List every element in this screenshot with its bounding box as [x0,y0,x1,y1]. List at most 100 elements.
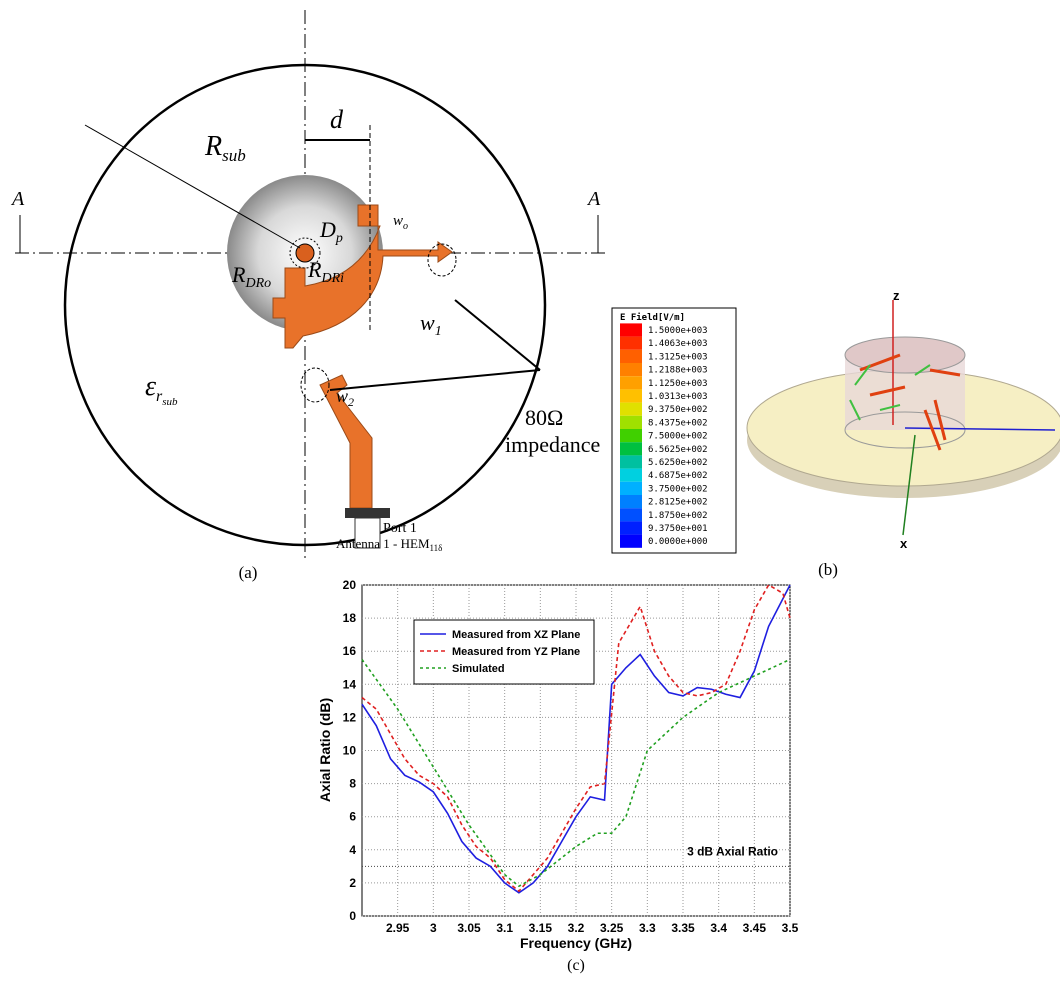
colorbar-label: 9.3750e+001 [648,524,708,534]
x-tick-label: 3.35 [671,921,695,935]
colorbar-label: 9.3750e+002 [648,405,708,415]
page: A A Rsub d Dp wo RDRo RDRi w1 w2 εrsub 8… [0,0,1060,981]
colorbar-label: 1.0313e+003 [648,392,708,402]
x-tick-label: 3.5 [782,921,799,935]
colorbar-label: 1.3125e+003 [648,352,708,362]
color-swatch [620,376,642,389]
color-swatch [620,455,642,468]
label: wo [393,213,408,232]
label: w2 [336,386,354,409]
y-tick-label: 6 [349,810,356,824]
connector [345,508,390,518]
x-axis-title: Frequency (GHz) [520,935,632,951]
x-tick-label: 3.3 [639,921,656,935]
label: 80Ω [525,405,563,430]
x-tick-label: 3.15 [529,921,553,935]
panel-a: A A Rsub d Dp wo RDRo RDRi w1 w2 εrsub 8… [10,10,605,582]
caption: (a) [239,563,258,582]
label-main: w [393,213,403,229]
label-main: R [231,262,246,287]
x-tick-label: 3.25 [600,921,624,935]
section-label: A [10,188,25,210]
color-swatch [620,469,642,482]
x-tick-label: 3.05 [457,921,481,935]
y-tick-label: 14 [343,677,357,691]
axis-label: z [893,288,900,303]
label-sub: DRo [244,276,271,291]
colorbar-label: 4.6875e+002 [648,471,708,481]
legend-label: Measured from XZ Plane [452,629,580,641]
x-tick-label: 3.2 [568,921,585,935]
colorbar-label: 0.0000e+000 [648,537,708,547]
color-swatch [620,337,642,350]
label-sub: DRi [320,271,344,286]
panel-b: E Field[V/m] z x (b) 1.5000e+003 1.4063e+… [612,288,1060,579]
label: εrsub [145,371,178,408]
colorbar-label: 1.1250e+003 [648,379,708,389]
colorbar-label: 8.4375e+002 [648,418,708,428]
color-swatch [620,508,642,521]
x-tick-label: 3.45 [743,921,767,935]
color-swatch [620,535,642,548]
label-main: Antenna 1 - HEM [336,536,430,551]
label: d [330,105,344,134]
y-tick-label: 10 [343,744,357,758]
axis-label: x [900,536,908,551]
colorbar-label: 3.7500e+002 [648,484,708,494]
x-tick-label: 3.4 [710,921,727,935]
y-tick-label: 0 [349,909,356,923]
colorbar-label: 1.8750e+002 [648,511,708,521]
color-swatch [620,495,642,508]
label-main: w [336,386,348,406]
x-tick-label: 2.95 [386,921,410,935]
y-tick-label: 2 [349,876,356,890]
x-tick-label: 3.1 [496,921,513,935]
y-tick-label: 4 [349,843,356,857]
color-swatch [620,403,642,416]
label-sub: sub [162,396,178,408]
x-tick-label: 3 [430,921,437,935]
colorbar-label: 1.4063e+003 [648,339,708,349]
pointer [455,300,540,370]
figure: A A Rsub d Dp wo RDRo RDRi w1 w2 εrsub 8… [0,0,1060,981]
label-sub: sub [222,146,246,165]
y-tick-label: 18 [343,611,357,625]
label-sub: o [403,221,408,232]
label: Rsub [204,131,246,165]
y-axis-title: Axial Ratio (dB) [317,698,333,802]
label: w1 [420,310,442,339]
label-main: ε [145,371,156,402]
label-sub: 11δ [430,543,443,553]
caption: (b) [818,560,838,579]
caption: (c) [567,957,585,974]
colorbar-label: 2.8125e+002 [648,498,708,508]
y-tick-label: 8 [349,777,356,791]
label-main: D [319,217,336,242]
color-swatch [620,363,642,376]
y-tick-label: 12 [343,710,357,724]
color-swatch [620,389,642,402]
y-tick-label: 16 [343,644,357,658]
reference-label: 3 dB Axial Ratio [687,844,778,858]
color-swatch [620,482,642,495]
label-main: R [204,131,222,162]
label-main: R [307,257,322,282]
legend-label: Simulated [452,663,505,675]
pointer [330,370,540,390]
label-sub: p [335,231,343,246]
section-label: A [586,188,601,210]
label: Port 1 [383,521,417,536]
color-swatch [620,350,642,363]
color-swatch [620,429,642,442]
y-tick-label: 20 [343,578,357,592]
label: Antenna 1 - HEM11δ [336,536,442,553]
label-sub: 1 [435,324,442,339]
colorbar-label: 7.5000e+002 [648,432,708,442]
colorbar-title: E Field[V/m] [620,312,685,323]
label-main: w [420,310,435,335]
color-swatch [620,521,642,534]
panel-c: Frequency (GHz) Axial Ratio (dB) (c) 0 2 4… [317,578,799,974]
label: impedance [505,432,600,457]
colorbar-label: 1.5000e+003 [648,326,708,336]
label-sub: 2 [348,395,354,409]
